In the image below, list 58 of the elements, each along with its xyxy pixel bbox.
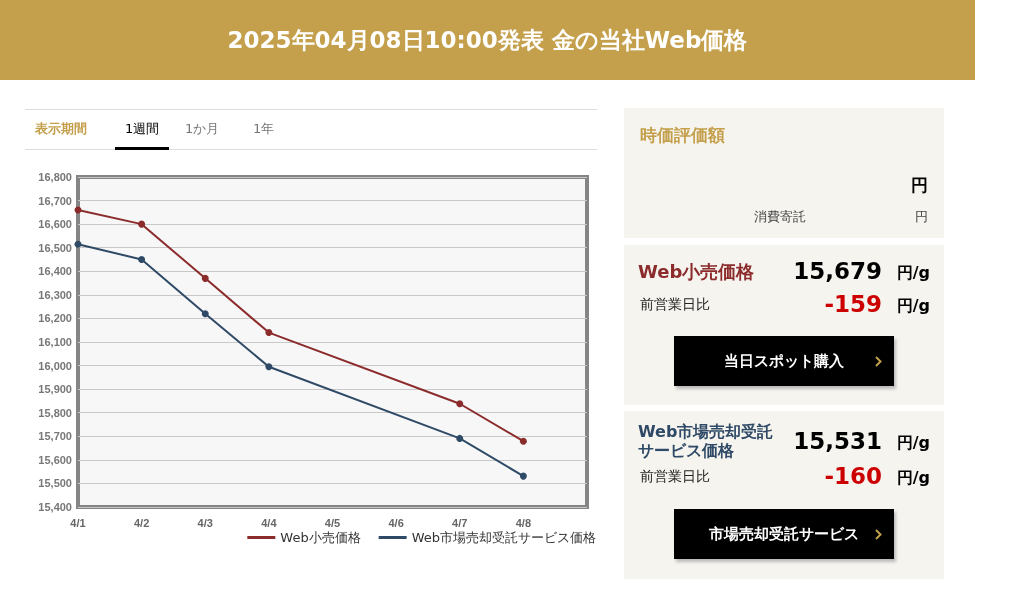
y-tick-label: 15,500 <box>38 477 72 490</box>
x-tick-label: 4/2 <box>133 516 150 529</box>
text: -159 <box>824 291 882 317</box>
x-tick-label: 4/1 <box>70 516 86 529</box>
x-tick-label: 4/8 <box>515 516 532 529</box>
text: 円 <box>911 174 928 197</box>
y-tick-label: 16,500 <box>38 241 72 254</box>
text: 1か月 <box>185 120 220 138</box>
y-tick-label: 16,200 <box>38 312 72 325</box>
text: Web小売価格 <box>638 260 755 284</box>
point <box>138 256 146 263</box>
x-tick-label: 4/3 <box>197 516 213 529</box>
x-tick-label: 4/7 <box>452 516 468 529</box>
y-tick-label: 16,700 <box>38 194 72 207</box>
y-tick-label: 15,400 <box>38 501 72 513</box>
legend-label: Web市場売却受託サービス価格 <box>411 530 596 545</box>
y-tick-label: 16,300 <box>38 288 72 301</box>
chart-title: 2025年04月08日10:00発表 金の当社Web価格 <box>0 0 975 80</box>
point <box>265 363 273 371</box>
text: Web市場売却受託サービス価格 <box>638 422 775 460</box>
point <box>201 310 209 318</box>
y-tick-label: 16,100 <box>38 336 72 348</box>
y-tick-label: 15,600 <box>38 453 72 466</box>
text: 市場売却受託サービス <box>709 524 859 544</box>
legend-label: Web小売価格 <box>280 530 361 545</box>
text: 15,531 <box>793 428 882 454</box>
text: 消費寄託 <box>754 208 806 226</box>
text: 円/g <box>896 433 930 454</box>
point <box>519 437 527 445</box>
text: 15,679 <box>793 258 882 284</box>
point <box>201 274 209 282</box>
text: -160 <box>824 463 882 489</box>
point <box>265 329 273 337</box>
text: 円/g <box>896 468 930 489</box>
text: 前営業日比 <box>640 296 710 314</box>
y-tick-label: 16,000 <box>38 359 72 372</box>
text: 表示期間 <box>35 120 87 138</box>
text: 前営業日比 <box>640 468 710 486</box>
text: 時価評価額 <box>640 124 725 147</box>
y-tick-label: 16,600 <box>38 218 72 231</box>
x-tick-label: 4/4 <box>261 516 278 529</box>
y-tick-label: 15,700 <box>38 430 72 443</box>
point <box>456 434 464 442</box>
y-tick-label: 16,800 <box>38 171 72 183</box>
y-tick-label: 15,900 <box>38 383 72 396</box>
text: 円/g <box>896 263 930 284</box>
text: 1週間 <box>115 120 170 150</box>
text: 当日スポット購入 <box>724 351 844 371</box>
point <box>456 400 464 408</box>
x-tick-label: 4/5 <box>324 516 341 529</box>
text: 円/g <box>896 296 930 317</box>
y-tick-label: 15,800 <box>38 406 72 419</box>
point <box>138 220 146 228</box>
text: 円 <box>915 208 928 226</box>
text: 1年 <box>253 120 275 138</box>
x-tick-label: 4/6 <box>388 516 404 529</box>
y-tick-label: 16,400 <box>38 265 72 278</box>
point <box>519 472 527 480</box>
